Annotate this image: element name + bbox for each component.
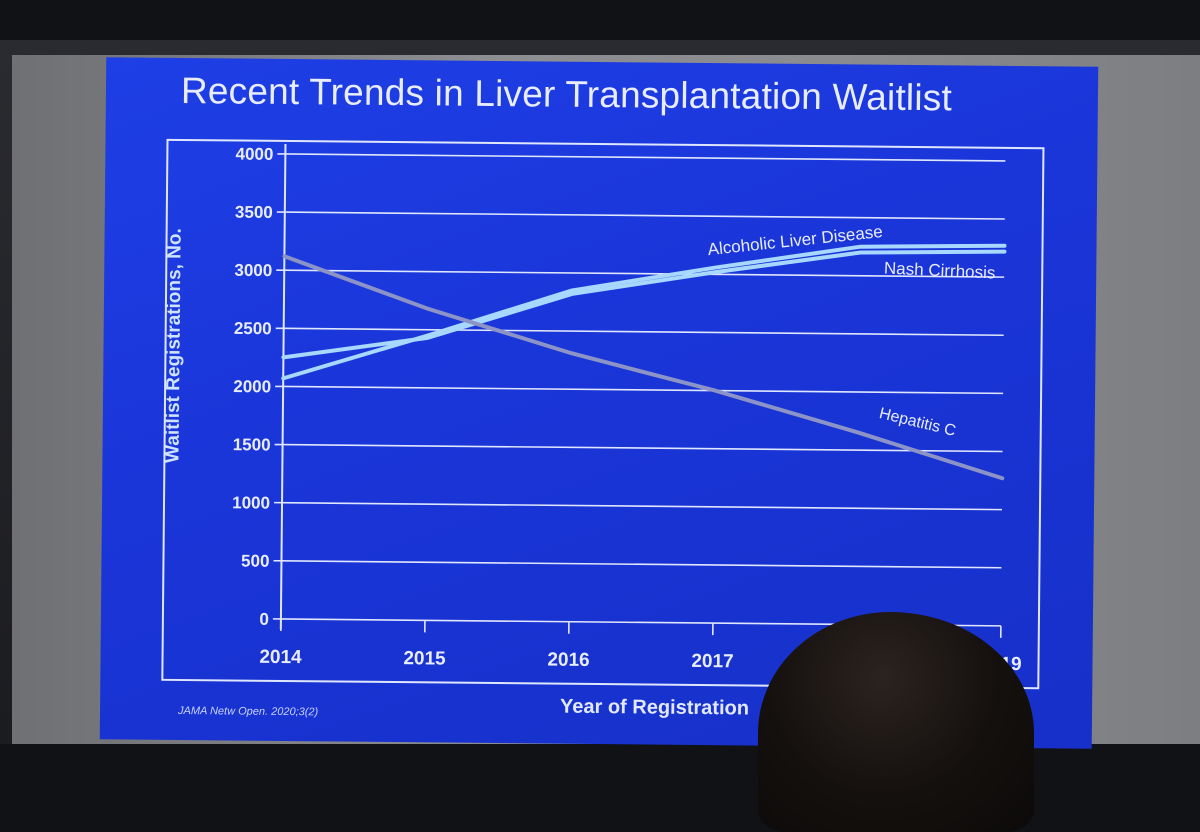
y-tick-label-2000: 2000 bbox=[233, 377, 271, 396]
x-axis-label: Year of Registration bbox=[560, 696, 749, 721]
y-tick-label-3500: 3500 bbox=[235, 203, 273, 222]
y-tick-label-4000: 4000 bbox=[235, 145, 273, 164]
gridline-4000 bbox=[285, 154, 1005, 161]
y-tick-label-500: 500 bbox=[241, 551, 270, 570]
x-tick-label-2016: 2016 bbox=[547, 650, 589, 671]
series-label-hepatitis-c: Hepatitis C bbox=[877, 405, 957, 440]
gridline-3500 bbox=[285, 212, 1005, 219]
gridlines bbox=[273, 144, 1006, 636]
y-tick-label-1500: 1500 bbox=[233, 435, 271, 454]
series-label-nash-cirrhosis: Nash Cirrhosis bbox=[884, 259, 996, 283]
x-tick-label-2017: 2017 bbox=[691, 651, 733, 672]
gridline-2500 bbox=[284, 328, 1004, 335]
y-tick-label-2500: 2500 bbox=[234, 319, 272, 338]
y-tick-label-3000: 3000 bbox=[234, 261, 272, 280]
source-citation: JAMA Netw Open. 2020;3(2) bbox=[178, 705, 318, 718]
y-tick-labels: 0 500 1000 1500 2000 2500 3000 3500 4000 bbox=[231, 145, 273, 629]
gridline-2000 bbox=[283, 386, 1003, 393]
x-tick-label-2014: 2014 bbox=[259, 647, 302, 668]
gridline-500 bbox=[281, 561, 1001, 568]
x-tick-label-2015: 2015 bbox=[403, 648, 446, 669]
y-tick-label-1000: 1000 bbox=[232, 493, 270, 512]
y-tick-label-0: 0 bbox=[259, 610, 269, 629]
gridline-1000 bbox=[282, 503, 1002, 510]
y-axis-label: Waitlist Registrations, No. bbox=[162, 228, 186, 463]
